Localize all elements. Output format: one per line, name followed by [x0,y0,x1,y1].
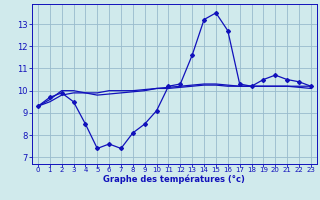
X-axis label: Graphe des températures (°c): Graphe des températures (°c) [103,174,245,184]
